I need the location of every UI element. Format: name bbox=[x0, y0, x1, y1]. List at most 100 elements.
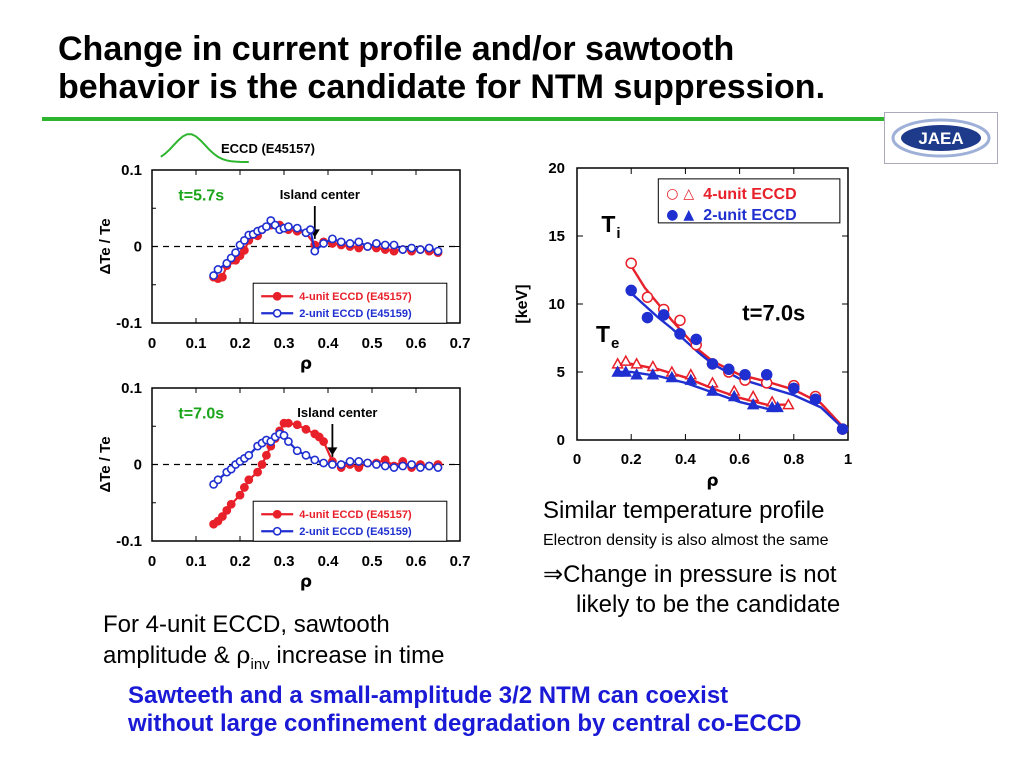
data-point bbox=[222, 505, 232, 515]
data-point bbox=[625, 257, 637, 269]
data-point bbox=[226, 253, 236, 263]
data-point bbox=[674, 314, 686, 327]
data-point bbox=[788, 382, 800, 395]
data-point bbox=[209, 271, 218, 280]
legend-label: 4-unit ECCD bbox=[703, 186, 796, 203]
data-point bbox=[706, 384, 719, 396]
legend-symbols: ● ▲ bbox=[666, 207, 694, 223]
data-point bbox=[261, 222, 271, 232]
slide-title: Change in current profile and/or sawtoot… bbox=[58, 30, 958, 106]
data-point bbox=[279, 431, 289, 440]
data-point bbox=[301, 450, 311, 460]
time-label: t=7.0s bbox=[178, 406, 224, 423]
data-point bbox=[739, 368, 751, 381]
time-annotation: t=7.0s bbox=[742, 300, 805, 325]
x-tick-label: 0.2 bbox=[621, 451, 642, 468]
data-point bbox=[363, 242, 372, 251]
data-point bbox=[641, 311, 654, 324]
data-point bbox=[407, 243, 416, 253]
data-point bbox=[771, 400, 784, 413]
x-tick-label: 0.1 bbox=[186, 335, 207, 352]
y-tick-label: 0 bbox=[134, 457, 142, 474]
data-point bbox=[345, 239, 355, 248]
logo-text: JAEA bbox=[918, 129, 963, 148]
arrow-symbol: ⇒ bbox=[543, 561, 564, 588]
y-tick-label: -0.1 bbox=[116, 533, 142, 550]
te-label: T bbox=[596, 321, 610, 347]
x-tick-label: 0.2 bbox=[230, 553, 251, 570]
data-point bbox=[611, 365, 624, 377]
data-point bbox=[415, 245, 425, 254]
title-line-2: behavior is the candidate for NTM suppre… bbox=[58, 68, 826, 106]
x-axis-label: ρ bbox=[706, 471, 718, 491]
y-axis-label: ΔTe / Te bbox=[97, 436, 114, 492]
fit-curve bbox=[630, 265, 844, 428]
data-point bbox=[380, 461, 390, 471]
data-point bbox=[239, 235, 249, 245]
data-point bbox=[630, 357, 643, 369]
data-point bbox=[305, 225, 315, 235]
data-point bbox=[213, 475, 223, 485]
note-pressure-2: likely to be the candidate bbox=[576, 591, 841, 618]
data-point bbox=[665, 370, 679, 383]
note-pressure-1: Change in pressure is not bbox=[563, 561, 837, 588]
data-point bbox=[327, 460, 337, 469]
data-point bbox=[301, 424, 311, 434]
note-density: Electron density is also almost the same bbox=[543, 532, 829, 549]
data-point bbox=[415, 463, 425, 472]
data-point bbox=[641, 291, 654, 303]
legend-box bbox=[252, 500, 448, 542]
x-tick-label: 0 bbox=[573, 451, 581, 468]
data-point bbox=[217, 512, 227, 521]
note-sawtooth-2b: increase in time bbox=[269, 642, 445, 669]
rho-subscript: inv bbox=[250, 655, 270, 673]
title-line-1: Change in current profile and/or sawtoot… bbox=[58, 30, 735, 68]
data-point bbox=[226, 499, 236, 509]
note-sawtooth-2a: amplitude & bbox=[103, 642, 237, 669]
data-point bbox=[336, 460, 346, 469]
data-point bbox=[389, 240, 399, 250]
data-point bbox=[217, 272, 227, 282]
x-tick-label: 0.7 bbox=[450, 553, 471, 570]
y-tick-label: 10 bbox=[548, 296, 565, 313]
series-line bbox=[212, 422, 439, 526]
data-point bbox=[244, 450, 254, 460]
conclusion-1: Sawteeth and a small-amplitude 3/2 NTM c… bbox=[128, 682, 729, 709]
note-sawtooth: For 4-unit ECCD, sawtooth amplitude & ρi… bbox=[103, 609, 444, 680]
island-center-label: Island center bbox=[297, 405, 377, 420]
data-point bbox=[433, 463, 443, 472]
data-point bbox=[292, 223, 302, 233]
data-point bbox=[319, 239, 328, 248]
fit-curve bbox=[630, 292, 844, 429]
data-point bbox=[760, 368, 773, 381]
legend-marker bbox=[272, 291, 282, 301]
data-point bbox=[389, 463, 399, 472]
y-tick-label: 15 bbox=[548, 228, 565, 245]
data-point bbox=[424, 461, 434, 471]
x-tick-label: 0.6 bbox=[406, 553, 427, 570]
ti-subscript: i bbox=[616, 225, 620, 242]
ti-label: T bbox=[601, 211, 615, 237]
data-point bbox=[706, 358, 719, 370]
time-label: t=5.7s bbox=[178, 188, 224, 205]
data-point bbox=[723, 363, 735, 376]
y-tick-label: 0.1 bbox=[121, 380, 142, 397]
data-point bbox=[292, 446, 302, 456]
legend-box bbox=[657, 178, 841, 224]
data-point bbox=[433, 246, 443, 256]
data-point bbox=[371, 460, 381, 469]
y-tick-label: 20 bbox=[548, 160, 565, 177]
x-tick-label: 0.6 bbox=[406, 335, 427, 352]
data-point bbox=[231, 248, 240, 258]
x-tick-label: 0.5 bbox=[362, 553, 383, 570]
data-point bbox=[619, 354, 633, 366]
data-point bbox=[619, 365, 633, 377]
y-axis-label: [keV] bbox=[514, 284, 531, 323]
x-tick-label: 0.4 bbox=[675, 451, 697, 468]
data-point bbox=[809, 393, 822, 405]
title-rule bbox=[42, 117, 892, 121]
note-pressure: ⇒Change in pressure is not likely to be … bbox=[543, 560, 840, 620]
profile-chart-2: 0 0.1 0.2 0.3 0.4 0.5 0.6 0.7 0.1 0 -0.1 ρ ΔTe / Te t… bbox=[97, 380, 470, 592]
x-tick-label: 0.7 bbox=[450, 335, 471, 352]
